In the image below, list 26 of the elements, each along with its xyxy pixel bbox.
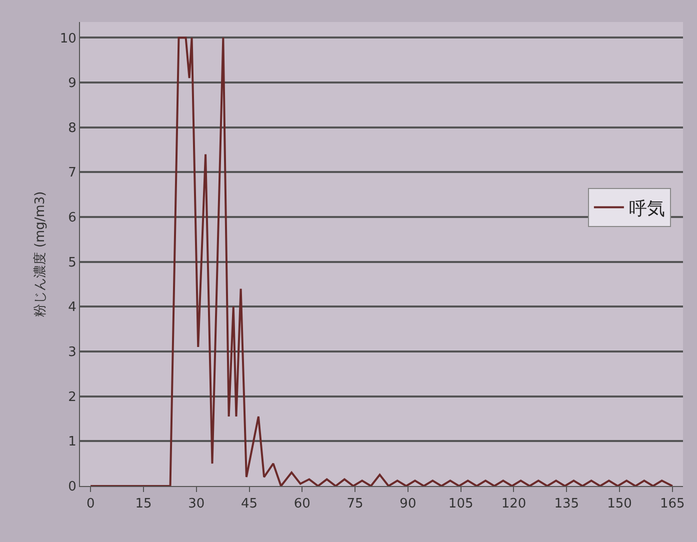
- y-tick-label: 0: [68, 480, 76, 495]
- x-tick-label: 0: [86, 496, 95, 512]
- x-tick-label: 135: [554, 496, 580, 512]
- y-tick-label: 4: [68, 300, 76, 316]
- y-tick-label: 5: [68, 255, 76, 270]
- y-axis-title: 粉じん濃度 (mg/m3): [32, 191, 48, 317]
- x-tick-label: 120: [501, 496, 526, 512]
- y-tick-label: 7: [68, 166, 76, 181]
- legend-label: 呼気: [628, 198, 665, 220]
- x-tick-label: 45: [240, 496, 258, 512]
- line-series: [90, 36, 674, 486]
- x-tick-label: 30: [188, 496, 205, 512]
- y-tick-label: 8: [68, 120, 76, 136]
- x-tick-label: 165: [660, 496, 685, 512]
- y-tick-label: 1: [68, 434, 76, 450]
- x-tick-label: 105: [448, 496, 474, 512]
- x-tick-label: 60: [294, 496, 310, 512]
- y-tick-label: 6: [68, 210, 76, 226]
- x-tick-label: 15: [135, 496, 152, 512]
- y-tick-label: 10: [60, 31, 76, 46]
- x-tick-label: 150: [607, 496, 632, 512]
- y-tick-label: 2: [68, 390, 76, 405]
- y-tick-label: 3: [68, 345, 76, 360]
- x-tick-label: 75: [346, 496, 364, 512]
- x-tick-label: 90: [400, 496, 416, 512]
- y-tick-label: 9: [68, 76, 76, 92]
